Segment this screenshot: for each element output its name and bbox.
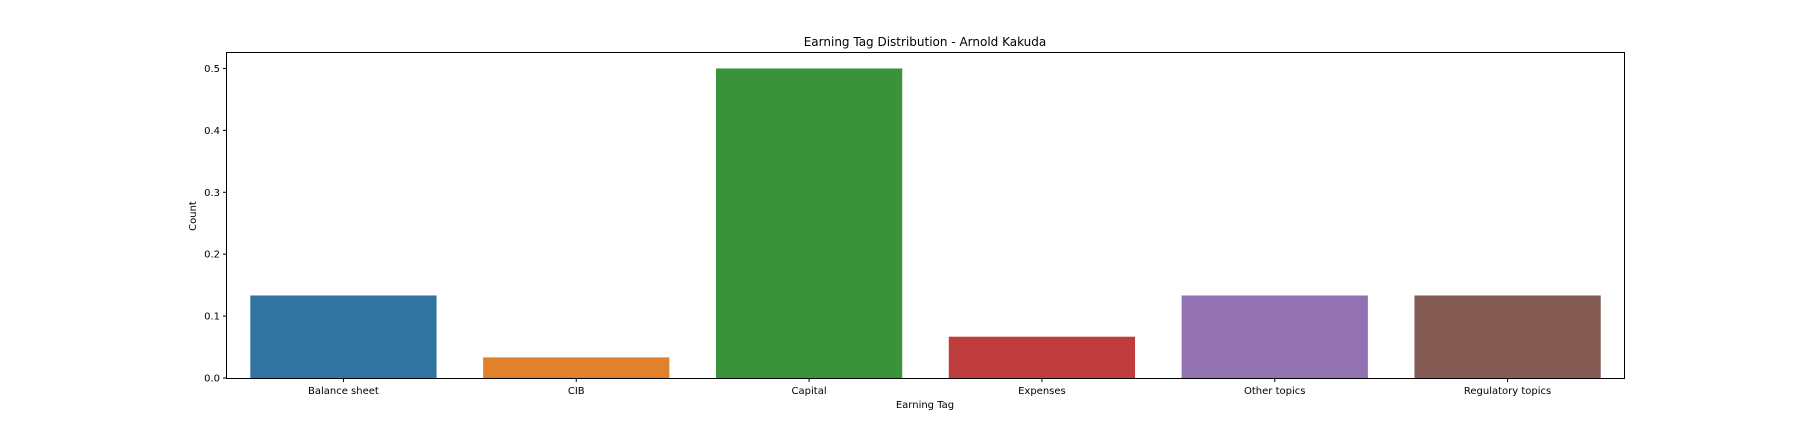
y-tick-label: 0.4 (204, 126, 220, 137)
y-tick-label: 0.2 (204, 250, 220, 261)
y-tick-label: 0.1 (204, 312, 220, 323)
bar-capital (715, 68, 903, 378)
x-tick-label: Capital (792, 386, 827, 397)
chart-title: Earning Tag Distribution - Arnold Kakuda (804, 35, 1047, 49)
x-tick-label: CIB (568, 386, 585, 397)
y-tick-label: 0.0 (204, 374, 220, 385)
x-tick-label: Balance sheet (308, 386, 379, 397)
x-axis-label: Earning Tag (896, 400, 954, 411)
bar-expenses (948, 336, 1136, 378)
y-tick-label: 0.3 (204, 188, 220, 199)
bars-group (250, 68, 1601, 378)
plot-frame (226, 52, 1625, 379)
y-tick-label: 0.5 (204, 64, 220, 75)
x-tick-label: Regulatory topics (1464, 386, 1551, 397)
y-axis-label: Count (188, 201, 199, 231)
bar-cib (483, 357, 670, 378)
x-tick-label: Other topics (1244, 386, 1305, 397)
bar-other-topics (1181, 295, 1368, 378)
bar-regulatory-topics (1414, 295, 1601, 378)
bar-balance-sheet (250, 295, 437, 378)
x-tick-label: Expenses (1018, 386, 1066, 397)
